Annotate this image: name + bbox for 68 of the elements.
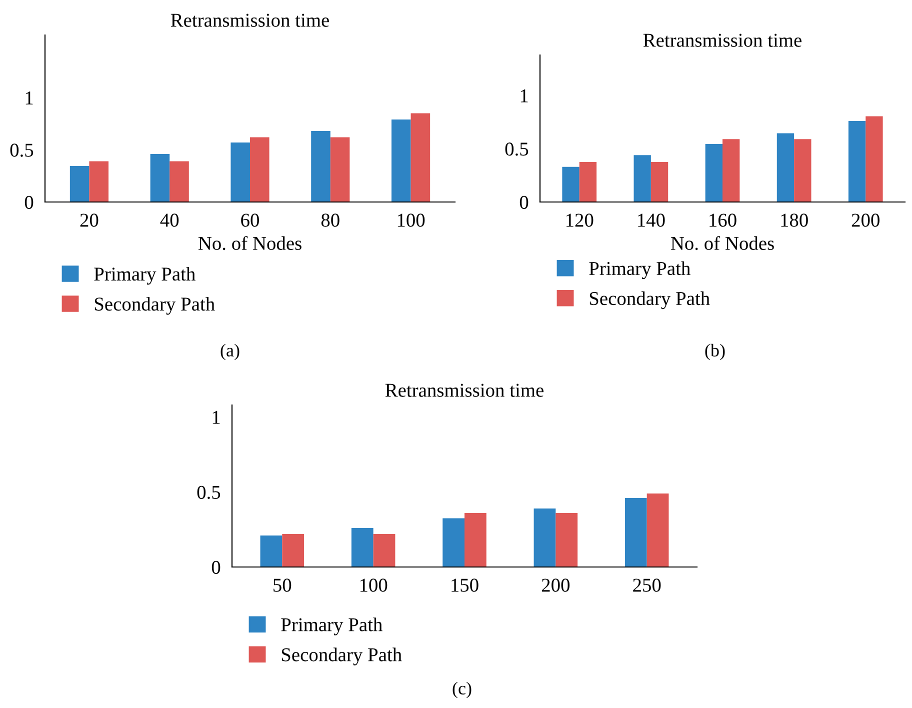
x-tick-label: 20	[80, 214, 98, 227]
bar	[705, 144, 722, 202]
bar	[330, 137, 350, 202]
x-tick-label: 100	[360, 578, 388, 592]
x-tick-label: 120	[566, 214, 594, 227]
bar	[722, 139, 740, 202]
x-tick-label: 60	[241, 214, 259, 227]
chart-title: Retransmission time	[643, 34, 802, 47]
bar	[866, 116, 883, 202]
x-tick-label: 200	[852, 214, 880, 227]
y-tick-label: 0	[212, 560, 220, 574]
x-tick-label: 40	[160, 214, 179, 227]
bar	[646, 494, 669, 567]
y-tick-label: 0	[520, 196, 528, 209]
bar	[70, 166, 90, 202]
y-tick-label: 1	[212, 410, 220, 424]
bar	[260, 536, 282, 567]
bar	[776, 133, 794, 202]
x-tick-label: 100	[398, 214, 425, 227]
x-axis-title: No. of Nodes	[198, 236, 302, 250]
bar	[562, 166, 580, 202]
bar	[556, 513, 578, 567]
bar	[624, 498, 647, 567]
x-tick-label: 200	[542, 578, 570, 592]
legend-label: Primary Path	[589, 261, 690, 280]
y-tick-label: 1	[26, 92, 33, 104]
legend-label: Secondary Path	[282, 648, 402, 666]
bar	[534, 508, 556, 567]
legend-label: Secondary Path	[94, 297, 215, 315]
bar	[410, 113, 430, 202]
chart-title: Retransmission time	[170, 14, 329, 27]
legend-label: Primary Path	[281, 618, 382, 636]
x-tick-label: 160	[710, 214, 736, 227]
bar	[848, 121, 866, 202]
legend-label: Primary Path	[94, 266, 196, 285]
bar	[89, 161, 109, 202]
text: (c)	[452, 682, 472, 698]
legend-label: Secondary Path	[590, 291, 710, 310]
bar	[150, 154, 170, 202]
bar	[170, 161, 189, 202]
bar	[464, 513, 486, 567]
bar	[351, 528, 374, 567]
bar	[311, 131, 330, 202]
x-axis-title: No. of Nodes	[670, 236, 774, 250]
x-tick-label: 150	[452, 578, 478, 592]
bar	[250, 137, 270, 202]
x-tick-label: 140	[638, 214, 665, 227]
x-tick-label: 250	[633, 578, 661, 592]
y-tick-label: 1	[520, 89, 528, 102]
bar	[391, 120, 411, 202]
bar	[442, 518, 464, 567]
chart-title: Retransmission time	[385, 384, 544, 397]
x-tick-label: 50	[274, 578, 292, 592]
x-tick-label: 80	[321, 214, 340, 227]
text: (b)	[705, 344, 725, 360]
bar	[794, 139, 812, 202]
bar	[230, 142, 250, 202]
bar	[634, 155, 651, 202]
y-tick-label: 0.5	[10, 144, 34, 157]
bar	[650, 162, 668, 202]
y-tick-label: 0.5	[197, 486, 220, 500]
y-tick-label: 0.5	[505, 142, 528, 156]
bar	[579, 162, 597, 202]
bar	[373, 534, 396, 567]
y-tick-label: 0	[24, 196, 34, 209]
x-tick-label: 180	[781, 214, 808, 227]
bar	[282, 534, 304, 567]
text: (a)	[220, 344, 240, 360]
